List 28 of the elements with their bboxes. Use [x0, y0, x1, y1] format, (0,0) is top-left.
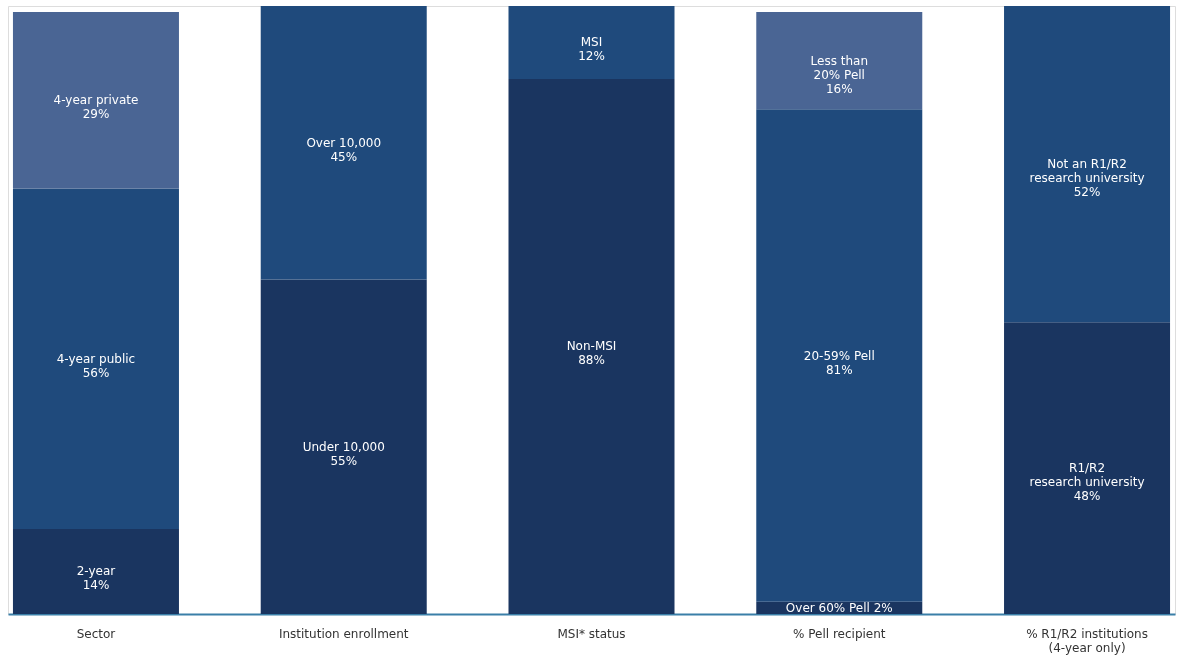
data-label: MSI 12%	[578, 35, 605, 64]
bar	[508, 78, 675, 614]
data-label: Over 10,000 45%	[306, 135, 382, 164]
bar	[12, 528, 179, 614]
bar	[756, 12, 923, 110]
data-label: 2-year 14%	[76, 564, 116, 593]
x-tick-label: Institution enrollment	[278, 626, 409, 641]
data-label: Over 60% Pell 2%	[785, 600, 893, 615]
data-label: 4-year private 29%	[53, 93, 139, 122]
bar	[12, 188, 179, 529]
bar	[1004, 6, 1171, 323]
bar	[12, 12, 179, 189]
x-tick-label: Sector	[76, 626, 116, 641]
x-tick-label: % R1/R2 institutions (4-year only)	[1026, 626, 1148, 655]
data-label: Under 10,000 55%	[302, 439, 385, 468]
data-label: Not an R1/R2 research university 52%	[1029, 157, 1145, 200]
data-label: Non-MSI 88%	[566, 339, 617, 368]
bar	[260, 6, 427, 280]
x-tick-label: % Pell recipient	[793, 626, 886, 641]
bar	[756, 109, 923, 602]
data-label: Less than 20% Pell 16%	[810, 53, 868, 96]
data-label: 4-year public 56%	[56, 351, 136, 380]
bar	[1004, 322, 1171, 614]
data-label: 20-59% Pell 81%	[803, 348, 875, 377]
bar	[260, 279, 427, 614]
data-label: R1/R2 research university 48%	[1029, 461, 1145, 504]
x-tick-label: MSI* status	[557, 626, 626, 641]
bar	[508, 6, 675, 79]
